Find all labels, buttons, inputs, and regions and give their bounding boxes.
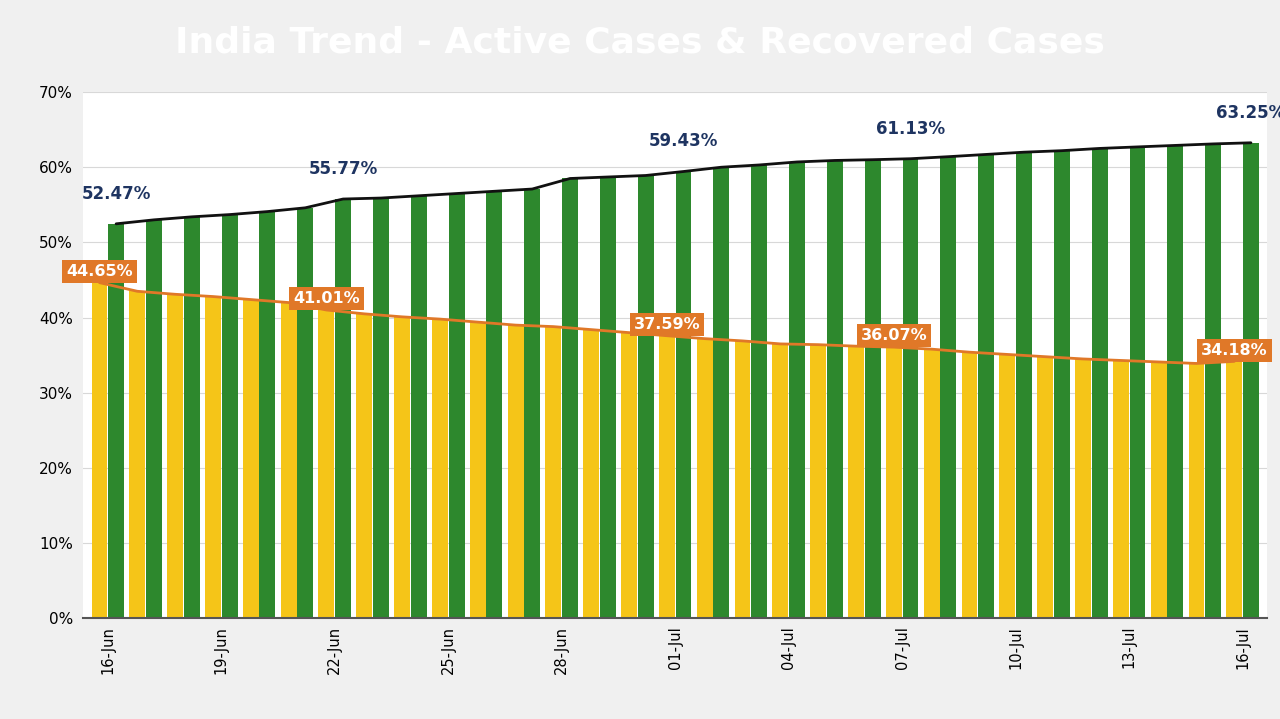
Bar [659,336,675,618]
Text: 63.25%: 63.25% [1216,104,1280,122]
Bar [184,217,200,618]
Bar [508,325,524,618]
Bar [696,339,713,618]
Bar [260,211,275,618]
Bar [146,220,161,618]
Bar [941,157,956,618]
Bar [600,177,616,618]
Bar [297,208,314,618]
Bar [525,189,540,618]
Bar [109,224,124,618]
Bar [335,199,351,618]
Bar [865,160,881,618]
Bar [1016,152,1032,618]
Bar [1243,143,1258,618]
Bar [584,329,599,618]
Bar [1167,145,1183,618]
Bar [849,346,864,618]
Bar [902,159,919,618]
Text: 36.07%: 36.07% [860,329,927,344]
Bar [676,172,691,618]
Text: 55.77%: 55.77% [308,160,378,178]
Bar [394,317,410,618]
Bar [92,283,108,618]
Text: 59.43%: 59.43% [649,132,718,150]
Bar [319,310,334,618]
Bar [372,198,389,618]
Bar [621,333,637,618]
Bar [924,349,940,618]
Bar [562,178,579,618]
Bar [1206,144,1221,618]
Bar [637,175,654,618]
Bar [280,303,297,618]
Bar [1189,364,1204,618]
Bar [961,352,978,618]
Bar [129,291,145,618]
Bar [431,319,448,618]
Bar [221,214,238,618]
Bar [448,193,465,618]
Bar [788,162,805,618]
Bar [772,344,788,618]
Bar [827,160,842,618]
Bar [1151,362,1166,618]
Bar [243,300,259,618]
Bar [1000,354,1015,618]
Bar [1037,357,1053,618]
Text: 41.01%: 41.01% [293,291,360,306]
Bar [978,155,995,618]
Bar [205,296,221,618]
Bar [470,322,485,618]
Bar [356,313,372,618]
Text: 37.59%: 37.59% [634,317,700,332]
Bar [751,165,767,618]
Bar [486,191,502,618]
Text: 52.47%: 52.47% [82,185,151,203]
Bar [810,344,826,618]
Bar [168,294,183,618]
Text: 61.13%: 61.13% [876,119,945,137]
Bar [1112,360,1129,618]
Bar [545,326,562,618]
Bar [1092,148,1107,618]
Bar [411,196,426,618]
Bar [886,347,902,618]
Bar [1053,151,1070,618]
Text: 34.18%: 34.18% [1201,342,1267,357]
Text: India Trend - Active Cases & Recovered Cases: India Trend - Active Cases & Recovered C… [175,25,1105,60]
Text: 44.65%: 44.65% [67,264,133,279]
Bar [1226,362,1242,618]
Bar [1075,359,1091,618]
Bar [1129,147,1146,618]
Bar [713,168,730,618]
Bar [735,341,750,618]
